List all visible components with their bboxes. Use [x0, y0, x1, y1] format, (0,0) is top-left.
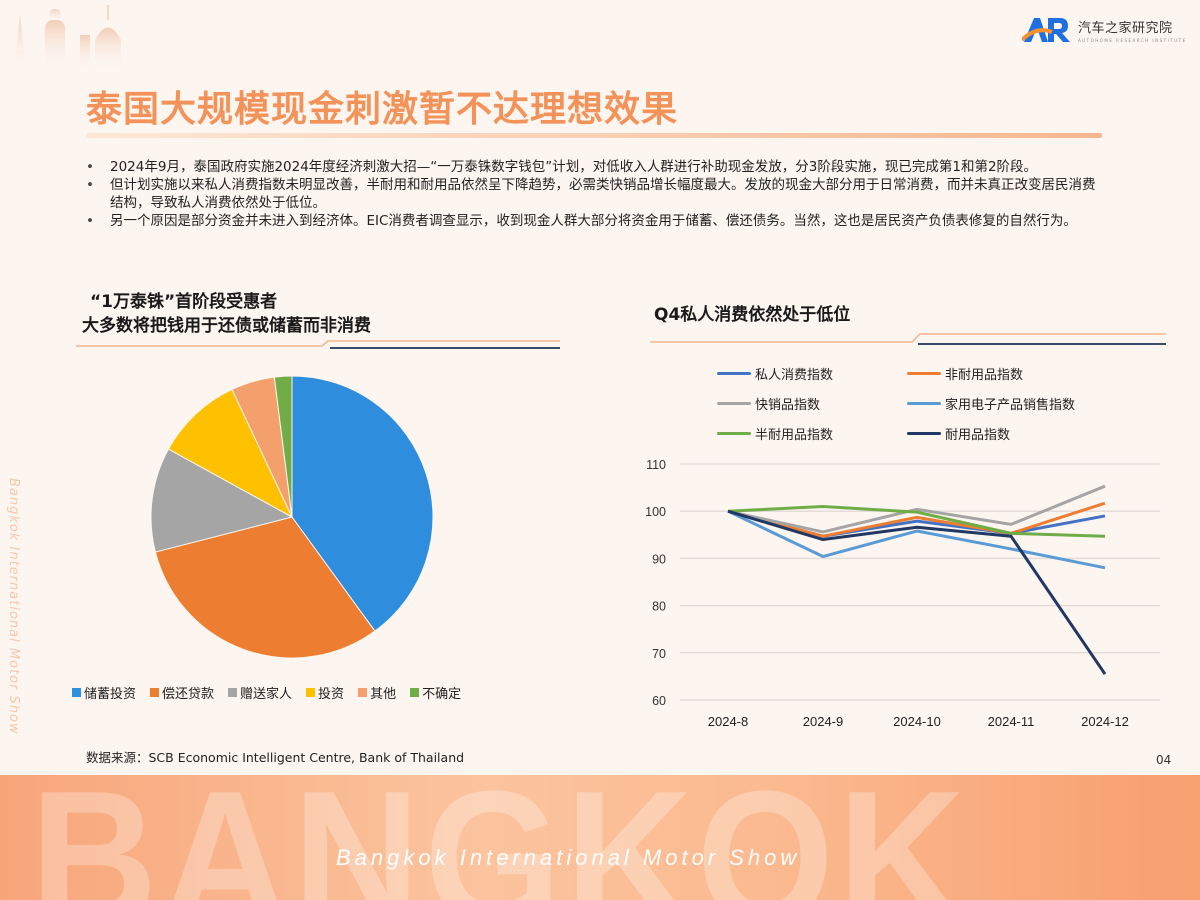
legend-label: 非耐用品指数 — [945, 368, 1024, 383]
series-line — [727, 509, 1106, 570]
y-tick-label: 80 — [652, 600, 666, 614]
title-underline — [86, 133, 1102, 138]
line-chart-legend: 私人消费指数 非耐用品指数快销品指数 家用电子产品销售指数半耐用品指数 耐用品指数 — [717, 364, 1137, 443]
line-section-title: Q4私人消费依然处于低位 — [654, 305, 851, 325]
legend-item: 储蓄投资 — [72, 683, 136, 702]
legend-line-swatch — [717, 402, 751, 405]
legend-label: 家用电子产品销售指数 — [945, 398, 1076, 413]
y-tick-label: 70 — [652, 647, 666, 661]
legend-item: 耐用品指数 — [907, 424, 1137, 443]
footer-banner: BANGKOK Bangkok International Motor Show — [0, 775, 1200, 900]
legend-label: 偿还贷款 — [162, 687, 215, 702]
bullet-item: 2024年9月，泰国政府实施2024年度经济刺激大招—“一万泰铢数字钱包”计划，… — [86, 158, 1096, 176]
x-tick-label: 2024-8 — [708, 714, 748, 729]
y-tick-label: 60 — [652, 694, 666, 708]
y-tick-label: 100 — [645, 505, 666, 519]
pie-slice — [150, 448, 294, 553]
pie-slice — [167, 388, 294, 519]
y-tick-label: 90 — [652, 552, 666, 566]
legend-swatch — [72, 688, 81, 697]
legend-item: 半耐用品指数 — [717, 424, 907, 443]
legend-item: 赠送家人 — [228, 683, 292, 702]
legend-line-swatch — [717, 372, 751, 375]
legend-label: 其他 — [370, 687, 397, 702]
y-tick-label: 110 — [646, 458, 666, 472]
legend-swatch — [228, 688, 238, 697]
legend-swatch — [306, 688, 316, 697]
pie-title-line1: “1万泰铢”首阶段受惠者 — [90, 292, 278, 312]
pie-chart — [150, 375, 434, 659]
series-line — [727, 504, 1106, 538]
legend-item: 家用电子产品销售指数 — [907, 394, 1137, 413]
page-number: 04 — [1156, 753, 1172, 767]
logo-chinese-text: 汽车之家研究院 — [1078, 21, 1173, 36]
legend-label: 投资 — [318, 687, 345, 702]
legend-swatch — [410, 688, 420, 697]
legend-label: 赠送家人 — [240, 687, 293, 702]
bullet-list: 2024年9月，泰国政府实施2024年度经济刺激大招—“一万泰铢数字钱包”计划，… — [86, 158, 1096, 230]
legend-line-swatch — [717, 432, 751, 435]
ar-logo-icon — [1022, 18, 1070, 42]
page-title: 泰国大规模现金刺激暂不达理想效果 — [86, 89, 679, 130]
legend-label: 半耐用品指数 — [755, 428, 834, 443]
x-tick-label: 2024-11 — [988, 714, 1035, 729]
x-tick-label: 2024-12 — [1081, 714, 1129, 729]
x-tick-label: 2024-10 — [893, 714, 941, 729]
legend-item: 投资 — [306, 683, 344, 702]
pie-section-title: “1万泰铢”首阶段受惠者 大多数将把钱用于还债或储蓄而非消费 — [82, 290, 371, 338]
data-source: 数据来源：SCB Economic Intelligent Centre, Ba… — [86, 750, 465, 765]
pie-title-line2: 大多数将把钱用于还债或储蓄而非消费 — [82, 316, 371, 336]
legend-label: 私人消费指数 — [755, 368, 834, 383]
bullet-item: 另一个原因是部分资金并未进入到经济体。EIC消费者调查显示，收到现金人群大部分将… — [86, 212, 1096, 230]
legend-item: 非耐用品指数 — [907, 364, 1137, 383]
series-line — [727, 509, 1107, 675]
pie-slice — [273, 375, 293, 518]
legend-item: 不确定 — [410, 683, 461, 702]
bullet-item: 但计划实施以来私人消费指数未明显改善，半耐用和耐用品依然呈下降趋势，必需类快销品… — [86, 176, 1096, 212]
legend-item: 私人消费指数 — [717, 364, 907, 383]
line-chart: 60 70 80 90 100 110 2024-8 2024-9 2024-10 2024-11… — [645, 458, 1160, 729]
banner-big-text: BANGKOK — [30, 775, 969, 900]
logo: 汽车之家研究院 AUTOHOME RESEARCH INSTITUTE — [1022, 14, 1187, 46]
side-watermark-text: Bangkok International Motor Show — [6, 478, 21, 735]
legend-label: 储蓄投资 — [84, 687, 137, 702]
legend-item: 快销品指数 — [717, 394, 907, 413]
series-line — [727, 484, 1106, 534]
pie-slice — [291, 375, 434, 632]
legend-line-swatch — [907, 432, 941, 435]
temple-decoration-icon — [14, 5, 121, 70]
legend-line-swatch — [907, 372, 941, 375]
legend-swatch — [358, 688, 368, 697]
legend-item: 偿还贷款 — [150, 683, 214, 702]
logo-english-text: AUTOHOME RESEARCH INSTITUTE — [1078, 38, 1187, 43]
legend-line-swatch — [907, 402, 941, 405]
section-divider — [76, 340, 560, 349]
section-divider — [650, 333, 1166, 345]
legend-item: 其他 — [358, 683, 396, 702]
legend-label: 快销品指数 — [755, 398, 821, 413]
banner-subtitle: Bangkok International Motor Show — [336, 845, 801, 870]
pie-slice — [154, 516, 376, 659]
legend-swatch — [150, 688, 160, 697]
legend-label: 不确定 — [422, 687, 462, 702]
pie-legend: 储蓄投资 偿还贷款 赠送家人 投资 其他 不确定 — [72, 683, 461, 702]
legend-label: 耐用品指数 — [945, 428, 1011, 443]
series-line — [727, 501, 1106, 538]
x-tick-label: 2024-9 — [803, 714, 843, 729]
